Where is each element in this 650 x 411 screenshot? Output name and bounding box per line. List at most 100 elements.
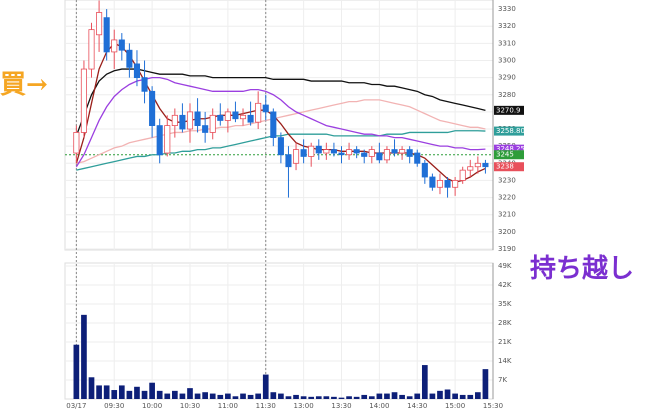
volume-bar xyxy=(141,390,148,399)
volume-bar xyxy=(118,385,125,399)
volume-bar xyxy=(323,396,330,399)
line-end-label-box xyxy=(494,105,524,115)
volume-tick-label: 14K xyxy=(498,357,512,365)
candle-body xyxy=(292,149,300,164)
candle-body xyxy=(368,149,375,157)
candle-body xyxy=(262,104,269,113)
candle-body xyxy=(315,145,322,154)
x-tick-label: 09:30 xyxy=(104,402,124,410)
y-tick-label: 3300 xyxy=(498,56,516,64)
x-tick-label: 10:30 xyxy=(180,402,200,410)
volume-bar xyxy=(217,394,224,399)
volume-bar xyxy=(361,394,368,399)
volume-bar xyxy=(384,393,390,399)
candle-body xyxy=(80,68,87,133)
x-tick-label: 15:00 xyxy=(445,402,465,410)
y-tick-label: 3220 xyxy=(498,194,516,202)
volume-bar xyxy=(278,393,284,399)
volume-bar xyxy=(459,394,466,399)
candle-body xyxy=(217,114,224,121)
line-end-label: 3248.25 xyxy=(496,145,525,153)
reference-label-box xyxy=(494,150,524,160)
candle-body xyxy=(338,152,345,156)
volume-bar xyxy=(315,396,322,399)
candle-body xyxy=(96,12,103,36)
candle-body xyxy=(270,111,277,138)
candle-body xyxy=(330,149,337,154)
volume-tick-label: 7K xyxy=(498,376,507,384)
candle-body xyxy=(421,162,428,178)
x-tick-label: 13:30 xyxy=(331,402,351,410)
y-tick-label: 3200 xyxy=(498,228,516,236)
candle-body xyxy=(391,149,398,154)
volume-bar xyxy=(467,394,474,399)
candle-body xyxy=(186,111,194,130)
volume-bar xyxy=(134,386,140,399)
candle-body xyxy=(232,111,239,120)
volume-bar xyxy=(73,344,80,399)
candle-body xyxy=(474,162,481,168)
line-end-label-box xyxy=(494,144,524,154)
volume-bar xyxy=(164,393,171,399)
candle-body xyxy=(452,180,459,188)
volume-bar xyxy=(88,377,95,399)
candle-body xyxy=(118,39,125,51)
volume-bar xyxy=(368,396,375,399)
volume-bar xyxy=(209,393,216,399)
candle-body xyxy=(103,17,110,53)
ma-line xyxy=(76,99,486,164)
volume-bar xyxy=(179,393,186,399)
candle-body xyxy=(224,111,231,121)
volume-bar xyxy=(346,396,352,399)
volume-bar xyxy=(475,392,481,399)
volume-bar xyxy=(81,314,87,399)
volume-tick-label: 49K xyxy=(498,262,512,270)
candle-body xyxy=(308,145,315,157)
candle-body xyxy=(285,154,292,168)
volume-panel xyxy=(64,262,494,400)
candle-body xyxy=(376,152,383,161)
volume-bar xyxy=(172,390,178,399)
candle-body xyxy=(126,49,133,68)
volume-bar xyxy=(96,385,102,399)
x-tick-label: 11:30 xyxy=(256,402,276,410)
candle-body xyxy=(194,111,201,126)
volume-bar xyxy=(202,392,208,399)
volume-tick-label: 21K xyxy=(498,338,512,346)
candle-body xyxy=(277,137,284,156)
volume-bar xyxy=(232,396,239,399)
volume-bar xyxy=(300,396,307,399)
candle-body xyxy=(88,29,95,70)
candle-body xyxy=(133,63,141,79)
candle-body xyxy=(459,169,466,181)
y-tick-label: 3290 xyxy=(498,74,516,82)
candle-body xyxy=(247,114,254,123)
volume-bar xyxy=(194,393,201,399)
volume-bar xyxy=(255,393,262,399)
candle-body xyxy=(164,125,171,154)
volume-tick-label: 42K xyxy=(498,281,512,289)
volume-bar xyxy=(240,393,246,399)
volume-bar xyxy=(111,390,118,399)
volume-bar xyxy=(353,396,360,399)
line-end-label-box xyxy=(494,126,524,136)
candle-body xyxy=(399,149,406,154)
volume-bar xyxy=(156,390,163,399)
candle-body xyxy=(353,149,360,154)
candle-body xyxy=(436,180,444,188)
last-close-label: 3238 xyxy=(496,163,514,171)
volume-bar xyxy=(391,392,398,399)
x-tick-label: 10:00 xyxy=(142,402,162,410)
candle-body xyxy=(444,180,451,188)
buy-annotation: 買→ xyxy=(0,70,48,100)
y-tick-label: 3230 xyxy=(498,176,516,184)
candle-body xyxy=(383,149,390,161)
volume-bar xyxy=(338,397,345,399)
volume-bar xyxy=(270,392,277,399)
volume-bar xyxy=(429,393,436,399)
x-tick-label: 14:00 xyxy=(369,402,389,410)
y-tick-label: 3190 xyxy=(498,245,516,253)
y-tick-label: 3210 xyxy=(498,211,516,219)
